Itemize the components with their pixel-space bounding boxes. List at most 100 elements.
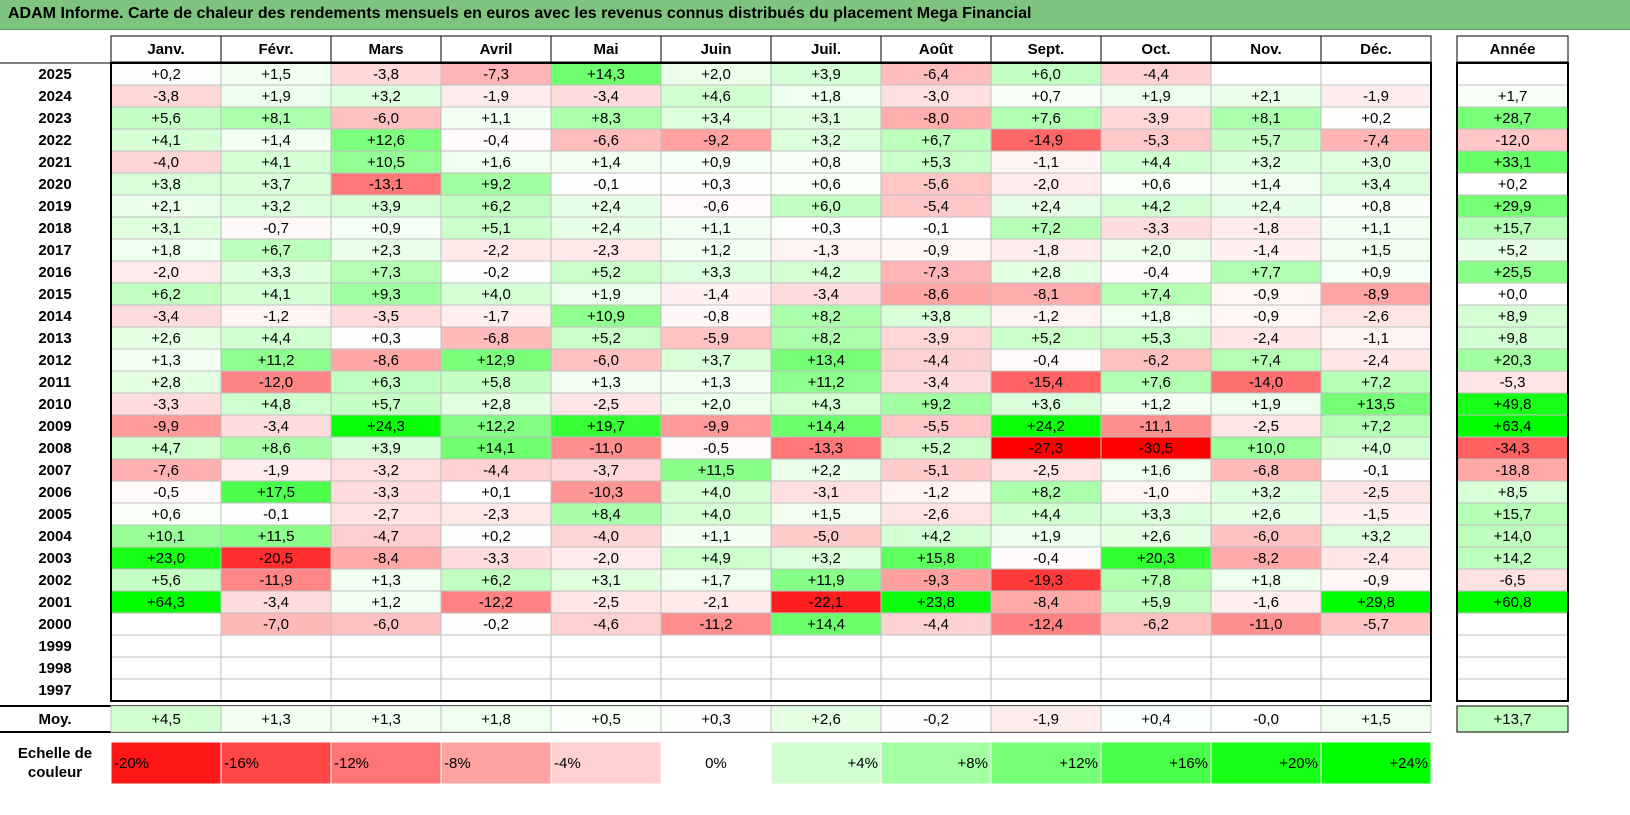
cell-value: +5,6 bbox=[151, 110, 181, 127]
cell-value: +11,2 bbox=[808, 374, 845, 391]
cell-value: +9,2 bbox=[921, 396, 951, 413]
scale-label: +8% bbox=[958, 755, 988, 772]
average-value: +0,5 bbox=[591, 711, 621, 728]
cell-value: -7,3 bbox=[923, 264, 949, 281]
cell-value: +0,9 bbox=[371, 220, 401, 237]
cell-value: +5,7 bbox=[371, 396, 401, 413]
cell-value: +2,4 bbox=[1251, 198, 1281, 215]
cell-value: -3,7 bbox=[593, 462, 619, 479]
cell-value: +10,5 bbox=[367, 154, 405, 171]
month-header-cell bbox=[1210, 35, 1322, 63]
heatmap-cell bbox=[990, 678, 1102, 702]
heatmap-cell bbox=[330, 634, 442, 658]
cell-value: +15,8 bbox=[917, 550, 955, 567]
cell-value: +12,9 bbox=[477, 352, 515, 369]
scale-label-line2: couleur bbox=[28, 764, 82, 781]
cell-value: +4,4 bbox=[1141, 154, 1171, 171]
cell-value: -8,2 bbox=[1253, 550, 1279, 567]
average-cell bbox=[440, 705, 552, 733]
cell-value: -1,8 bbox=[1253, 220, 1279, 237]
row-year-label: 2015 bbox=[38, 286, 71, 303]
heatmap-cell bbox=[110, 656, 222, 680]
cell-value: +2,8 bbox=[481, 396, 511, 413]
cell-value: -8,9 bbox=[1363, 286, 1389, 303]
cell-value: +20,3 bbox=[1137, 550, 1175, 567]
cell-value: +1,3 bbox=[591, 374, 621, 391]
cell-value: +8,6 bbox=[261, 440, 291, 457]
cell-value: +2,0 bbox=[1141, 242, 1171, 259]
cell-value: +1,7 bbox=[701, 572, 731, 589]
heatmap-cell bbox=[660, 678, 772, 702]
month-header-label: Juil. bbox=[811, 41, 841, 58]
cell-value: -2,5 bbox=[1363, 484, 1389, 501]
cell-value: +8,1 bbox=[1251, 110, 1281, 127]
cell-value: +5,2 bbox=[921, 440, 951, 457]
cell-value: +4,9 bbox=[701, 550, 731, 567]
cell-value: -6,0 bbox=[373, 616, 399, 633]
scale-label: +24% bbox=[1389, 755, 1428, 772]
cell-value: +7,8 bbox=[1141, 572, 1171, 589]
cell-value: -4,0 bbox=[153, 154, 179, 171]
cell-value: +13,4 bbox=[807, 352, 845, 369]
cell-value: -8,4 bbox=[373, 550, 399, 567]
heatmap-cell bbox=[880, 678, 992, 702]
cell-value: -2,0 bbox=[593, 550, 619, 567]
cell-value: +4,7 bbox=[151, 440, 181, 457]
cell-value: +4,2 bbox=[1141, 198, 1171, 215]
row-year-label: 2013 bbox=[38, 330, 71, 347]
cell-value: +1,8 bbox=[811, 88, 841, 105]
annual-value: +8,9 bbox=[1498, 308, 1528, 325]
cell-value: +7,2 bbox=[1361, 418, 1391, 435]
cell-value: -2,4 bbox=[1363, 352, 1389, 369]
annual-cell bbox=[1456, 656, 1569, 680]
annual-frame bbox=[1456, 62, 1569, 702]
cell-value: -2,4 bbox=[1363, 550, 1389, 567]
month-header-label: Nov. bbox=[1250, 41, 1281, 58]
cell-value: +3,2 bbox=[1361, 528, 1391, 545]
cell-value: -5,6 bbox=[923, 176, 949, 193]
cell-value: +17,5 bbox=[257, 484, 295, 501]
cell-value: -7,6 bbox=[153, 462, 179, 479]
average-cell bbox=[1100, 705, 1212, 733]
month-header-label: Mai bbox=[593, 41, 618, 58]
cell-value: +3,7 bbox=[701, 352, 731, 369]
cell-value: -0,4 bbox=[1143, 264, 1169, 281]
cell-value: -14,9 bbox=[1029, 132, 1063, 149]
cell-value: -3,3 bbox=[153, 396, 179, 413]
cell-value: -4,0 bbox=[593, 528, 619, 545]
cell-value: +3,2 bbox=[811, 550, 841, 567]
scale-swatch bbox=[1210, 741, 1322, 785]
heatmap-cell bbox=[1320, 62, 1432, 86]
annual-value: -5,3 bbox=[1500, 374, 1526, 391]
cell-value: +1,9 bbox=[591, 286, 621, 303]
cell-value: +3,4 bbox=[701, 110, 731, 127]
scale-swatch bbox=[550, 741, 662, 785]
cell-value: -6,0 bbox=[1253, 528, 1279, 545]
cell-value: -2,5 bbox=[1033, 462, 1059, 479]
scale-label: -20% bbox=[114, 755, 149, 772]
scale-label: 0% bbox=[705, 755, 727, 772]
cell-value: -3,3 bbox=[483, 550, 509, 567]
scale-label: -8% bbox=[444, 755, 471, 772]
month-header-label: Déc. bbox=[1360, 41, 1392, 58]
heatmap-cell bbox=[990, 656, 1102, 680]
cell-value: -27,3 bbox=[1029, 440, 1063, 457]
scale-swatch bbox=[1100, 741, 1212, 785]
cell-value: +3,7 bbox=[261, 176, 291, 193]
cell-value: -9,9 bbox=[703, 418, 729, 435]
cell-value: -0,9 bbox=[1363, 572, 1389, 589]
cell-value: -1,4 bbox=[703, 286, 729, 303]
cell-value: +0,8 bbox=[1361, 198, 1391, 215]
cell-value: +11,9 bbox=[808, 572, 845, 589]
cell-value: -0,4 bbox=[1033, 352, 1059, 369]
cell-value: +3,9 bbox=[811, 66, 841, 83]
row-year-label: 2020 bbox=[38, 176, 71, 193]
cell-value: +4,0 bbox=[701, 506, 731, 523]
cell-value: +4,6 bbox=[701, 88, 731, 105]
cell-value: -13,1 bbox=[369, 176, 403, 193]
cell-value: -1,8 bbox=[1033, 242, 1059, 259]
cell-value: -1,9 bbox=[483, 88, 509, 105]
cell-value: +7,7 bbox=[1251, 264, 1281, 281]
annual-value: +28,7 bbox=[1494, 110, 1532, 127]
cell-value: -1,9 bbox=[263, 462, 289, 479]
